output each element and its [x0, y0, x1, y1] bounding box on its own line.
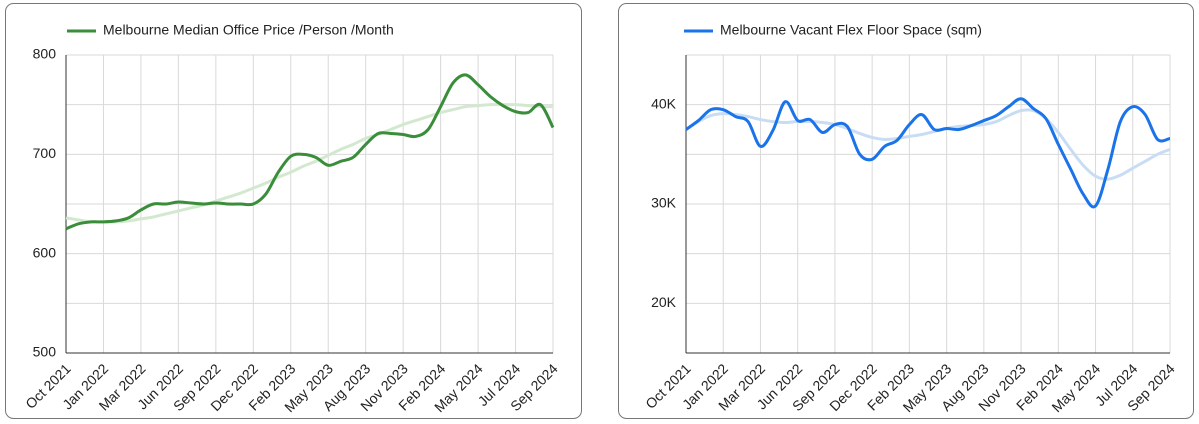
y-tick-label: 700 — [33, 145, 57, 161]
y-tick-label: 20K — [651, 294, 677, 310]
y-tick-label: 600 — [33, 244, 57, 260]
data-line — [65, 73, 555, 231]
legend-label: Melbourne Median Office Price /Person /M… — [103, 22, 394, 38]
panel — [618, 3, 1194, 419]
y-tick-label: 30K — [651, 195, 677, 211]
legend-label: Melbourne Vacant Flex Floor Space (sqm) — [720, 22, 982, 38]
y-tick-label: 800 — [33, 46, 57, 62]
panel — [5, 3, 582, 419]
y-tick-label: 40K — [651, 95, 677, 111]
data-line — [685, 97, 1171, 209]
trend-line — [65, 103, 554, 224]
trend-line — [685, 108, 1171, 181]
y-tick-label: 500 — [33, 344, 57, 360]
